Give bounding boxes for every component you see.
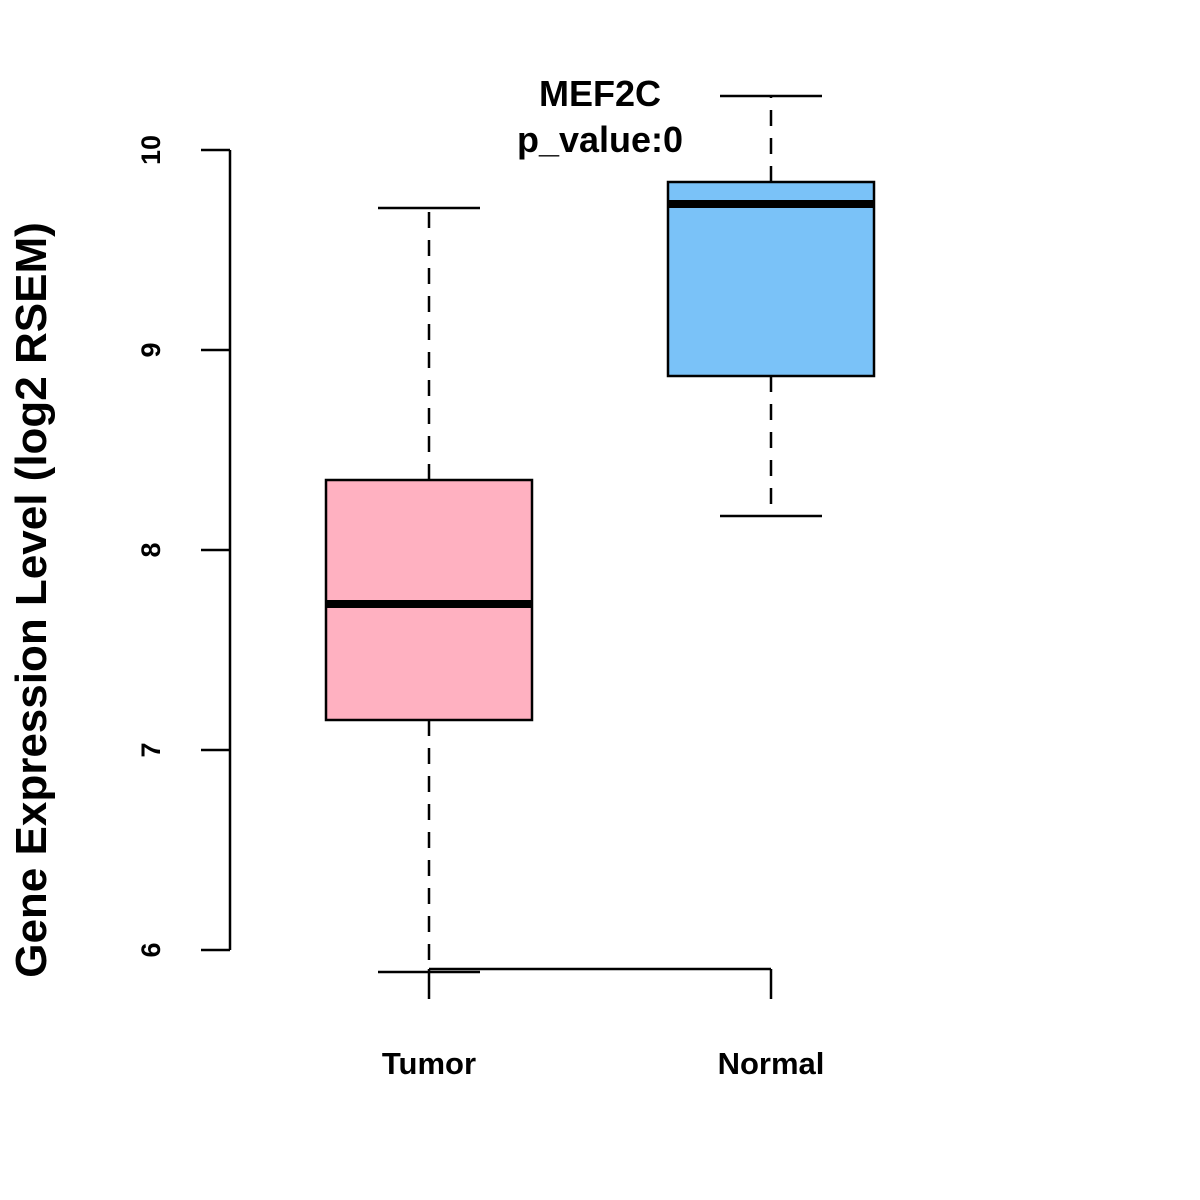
y-tick-label: 6: [136, 942, 166, 957]
boxes-group: [324, 94, 876, 974]
x-tick-label-normal: Normal: [718, 1046, 825, 1081]
chart-title: MEF2C: [539, 73, 661, 114]
box-normal: [666, 94, 876, 518]
iqr-box: [666, 180, 876, 378]
y-axis-label: Gene Expression Level (log2 RSEM): [7, 222, 56, 978]
y-tick-label: 8: [136, 542, 166, 557]
y-tick-label: 9: [136, 342, 166, 357]
box-tumor: [324, 206, 534, 974]
x-tick-label-tumor: Tumor: [382, 1046, 476, 1081]
y-axis: 6 7 8 9 10: [136, 135, 232, 958]
y-tick-label: 10: [136, 135, 166, 165]
x-axis: Tumor Normal: [382, 967, 825, 1081]
chart-subtitle: p_value:0: [517, 119, 683, 160]
y-tick-label: 7: [136, 742, 166, 757]
